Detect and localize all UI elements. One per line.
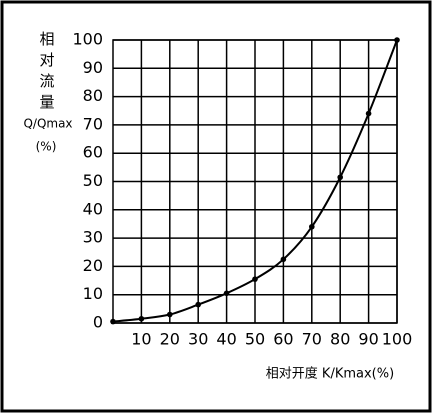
y-label: 相对流量 — [38, 31, 56, 115]
point — [110, 318, 116, 325]
x-tick-label: 10 — [131, 330, 151, 349]
y-tick-label: 70 — [83, 114, 103, 133]
y-tick-label: 20 — [83, 256, 103, 275]
y-tick-label: 80 — [83, 86, 103, 105]
point — [394, 37, 400, 43]
y-tick-label: 50 — [83, 171, 103, 190]
point — [167, 311, 173, 318]
x-label: 相对开度 K/Kmax(%) — [266, 366, 394, 382]
point — [280, 256, 287, 263]
y-label-unit: (%) — [36, 140, 57, 154]
x-tick-label: 80 — [330, 330, 350, 349]
point — [252, 276, 258, 282]
x-tick-label: 20 — [160, 330, 180, 349]
y-tick-label: 90 — [83, 58, 103, 77]
point — [223, 290, 230, 297]
point — [138, 315, 145, 322]
y-label-symbol: Q/Qmax — [23, 117, 72, 131]
y-tick-label: 60 — [83, 143, 103, 162]
point — [309, 223, 315, 230]
x-tick-label: 60 — [273, 330, 293, 349]
y-tick-label: 40 — [83, 199, 103, 218]
x-tick-label: 50 — [245, 330, 265, 349]
y-tick-label: 100 — [72, 30, 103, 49]
point — [337, 174, 344, 181]
x-tick-label: 100 — [382, 330, 413, 349]
y-tick-label: 0 — [93, 313, 103, 332]
x-tick-label: 40 — [216, 330, 236, 349]
x-tick-label: 30 — [188, 330, 208, 349]
x-tick-label: 90 — [358, 330, 378, 349]
point — [365, 110, 372, 117]
point — [195, 301, 201, 308]
y-tick-label: 30 — [83, 228, 103, 247]
y-tick-label: 10 — [83, 284, 103, 303]
x-tick-label: 70 — [302, 330, 322, 349]
